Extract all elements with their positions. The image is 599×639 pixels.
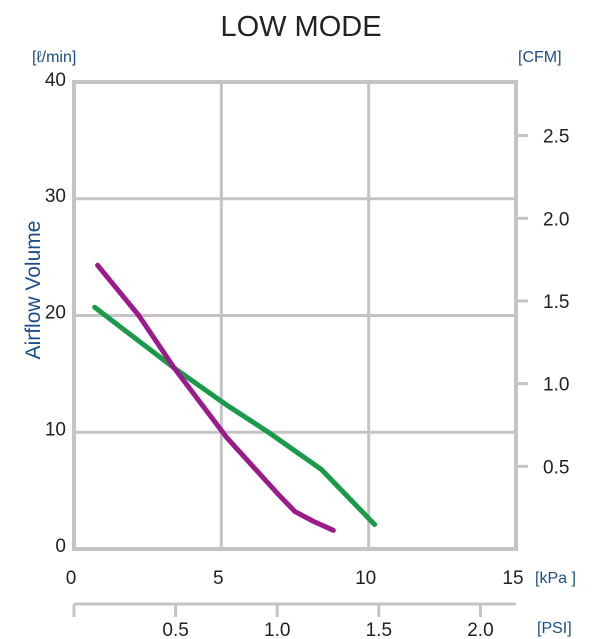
plot-frame: [72, 80, 518, 551]
y-tick-label: 0: [55, 536, 66, 557]
y2-tick-label: 2.5: [543, 127, 569, 148]
x-unit-psi: [PSI]: [537, 620, 572, 637]
x2-tick-label: 1.5: [366, 620, 392, 639]
y-tick-label: 20: [45, 303, 66, 324]
y-unit-left: [ℓ/min]: [32, 49, 76, 66]
x-tick-label: 5: [213, 568, 224, 589]
y2-tick-label: 2.0: [543, 209, 569, 230]
y2-tick-label: 1.5: [543, 292, 569, 313]
y-tick-label: 40: [45, 70, 66, 91]
x2-tick-label: 2.0: [467, 620, 493, 639]
series-line-1: [92, 304, 378, 527]
y2-tick-label: 0.5: [543, 457, 569, 478]
y-axis-label: Airflow Volume: [22, 221, 45, 360]
series-line-2: [95, 262, 336, 533]
y-tick-label: 10: [45, 419, 66, 440]
x-tick-label: 10: [355, 568, 376, 589]
y2-tick-label: 1.0: [543, 375, 569, 396]
x-tick-label: 0: [66, 568, 77, 589]
y-tick-label: 30: [45, 186, 66, 207]
chart-title: LOW MODE: [220, 11, 381, 43]
x2-tick-label: 1.0: [264, 620, 290, 639]
x2-tick-label: 0.5: [162, 620, 188, 639]
y-unit-right: [CFM]: [518, 49, 562, 66]
x-unit-kpa: [kPa ]: [535, 570, 576, 587]
x-tick-label: 15: [502, 568, 523, 589]
